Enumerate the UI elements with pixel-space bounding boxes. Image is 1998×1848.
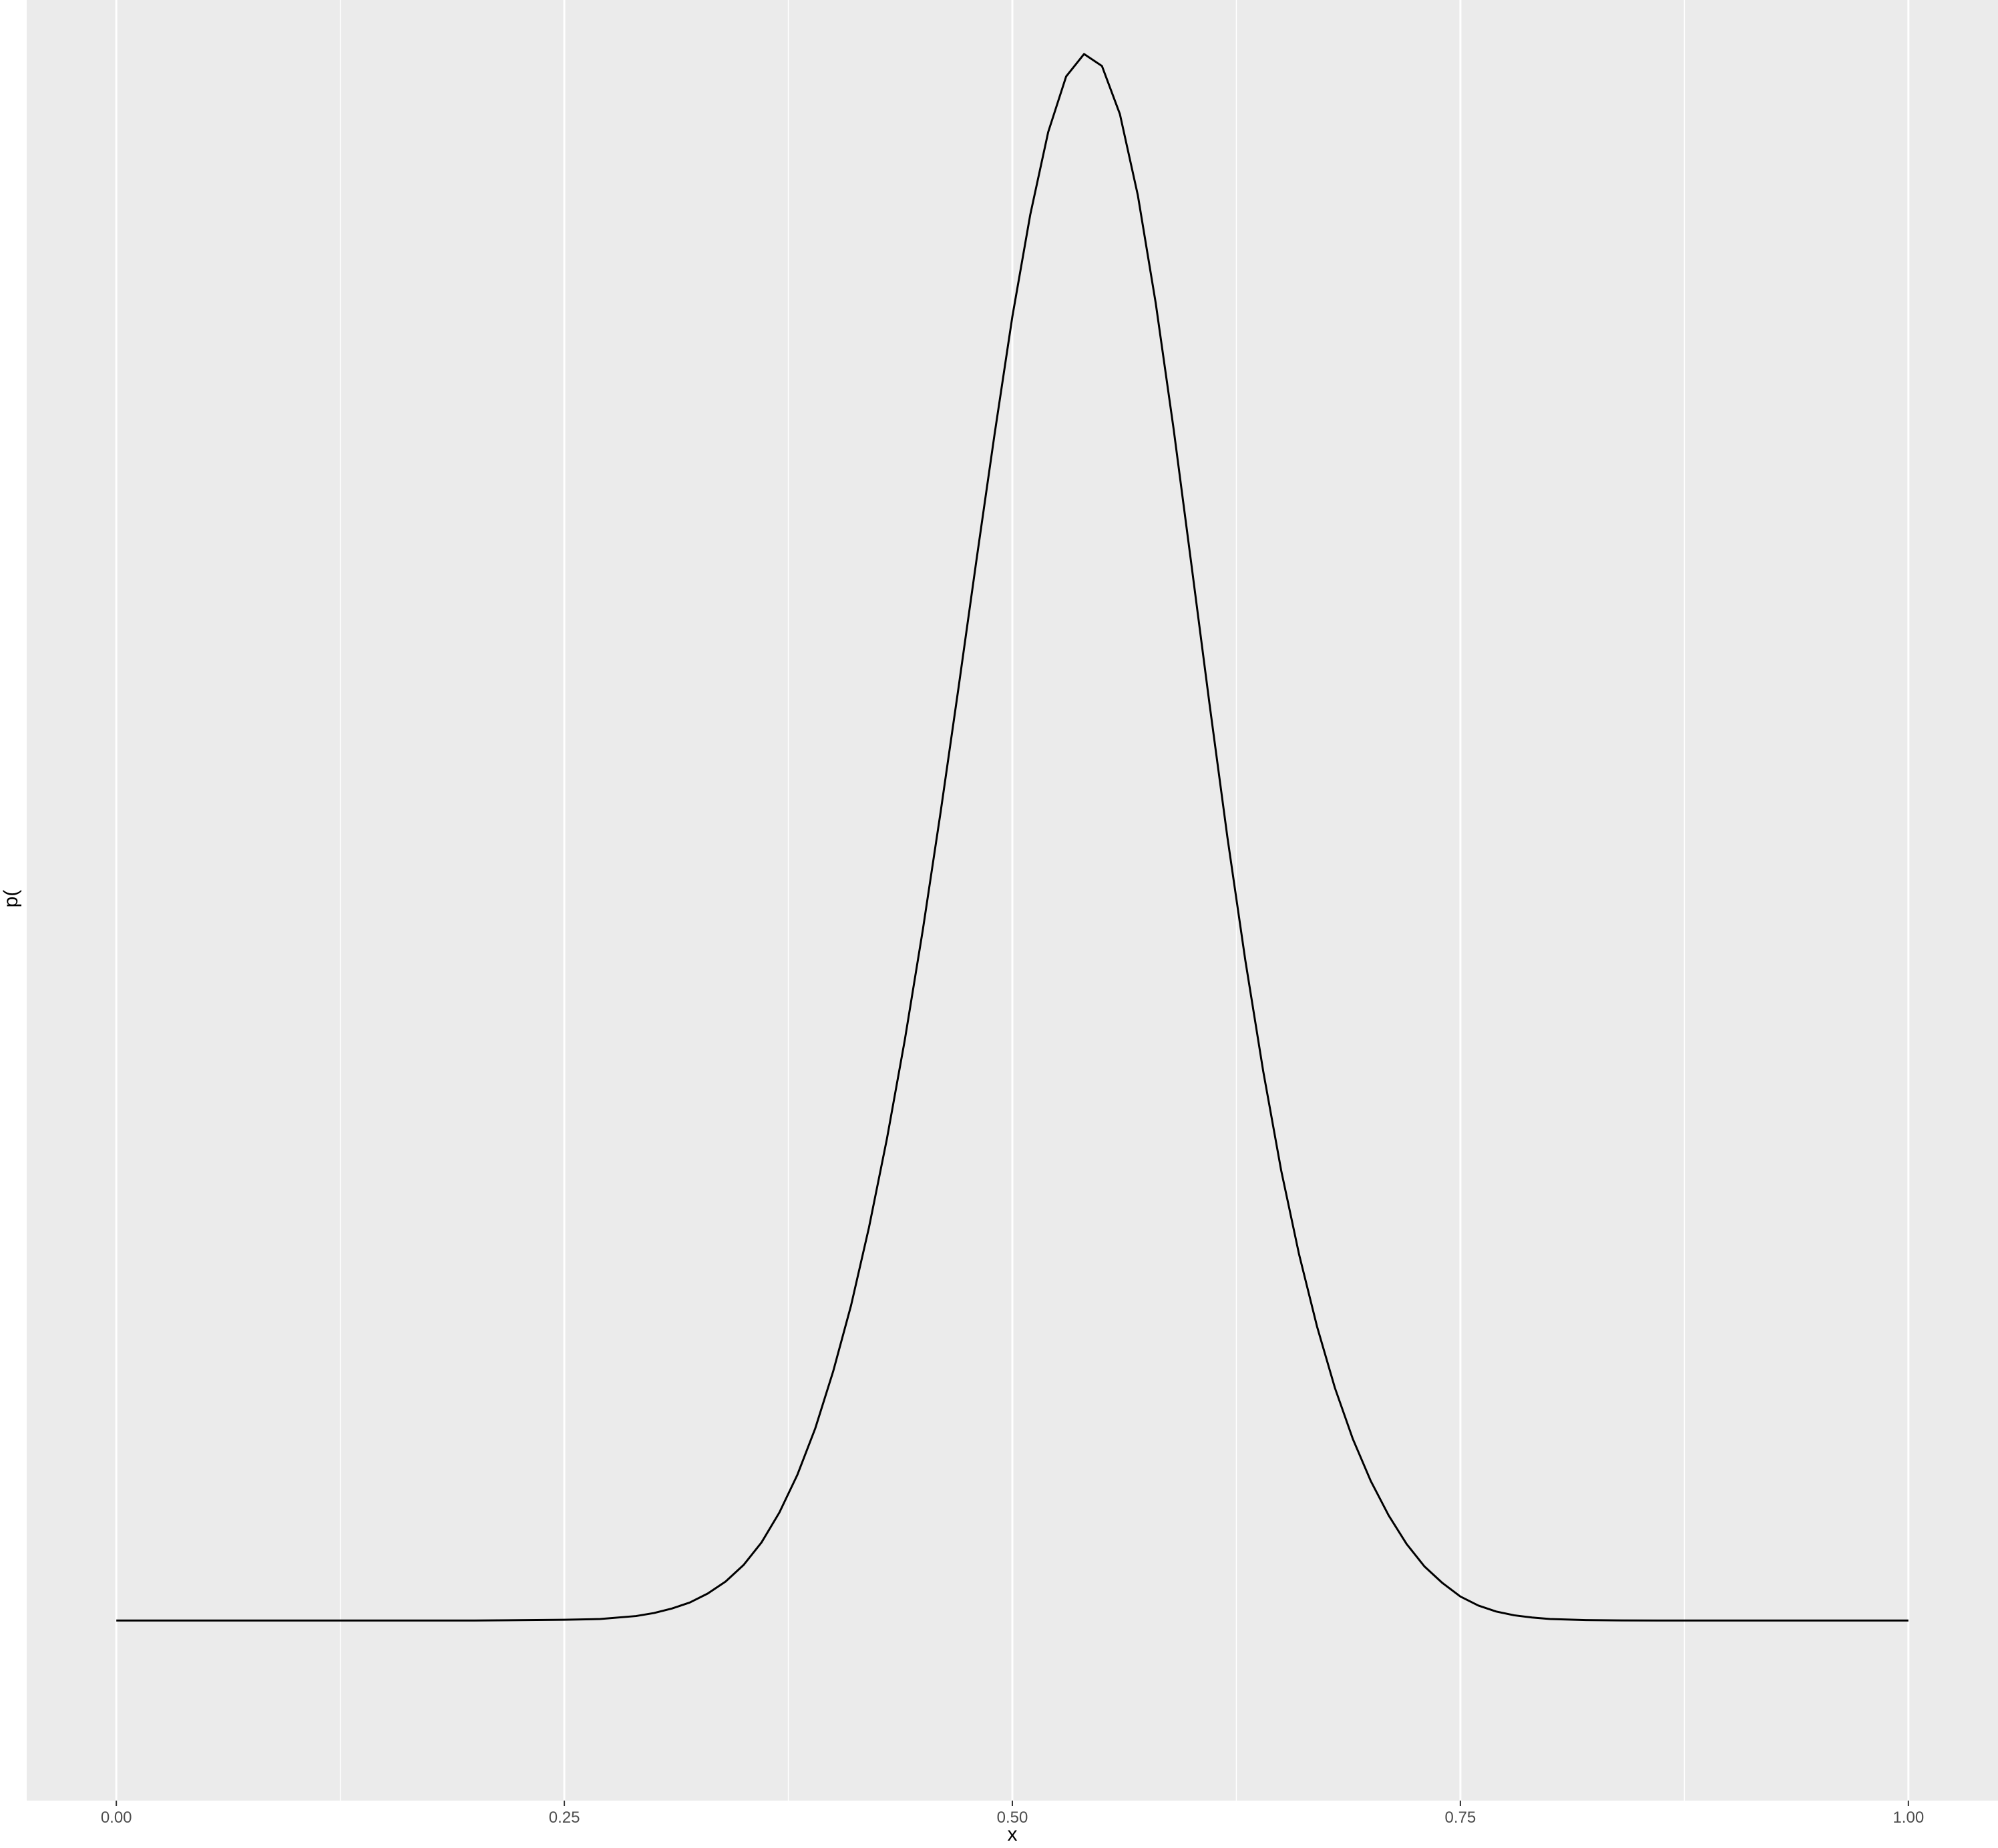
series-layer: [116, 53, 1909, 1622]
y-axis-title: p(: [0, 890, 22, 908]
x-tick-label: 0.50: [997, 1809, 1028, 1827]
x-axis-ticks: [116, 1801, 1909, 1806]
x-axis-tick-labels: 0.00 0.25 0.50 0.75 1.00: [101, 1809, 1924, 1827]
grid-major: [115, 0, 1910, 1801]
x-tick-label: 0.25: [549, 1809, 580, 1827]
x-tick-label: 0.75: [1445, 1809, 1476, 1827]
x-tick-label: 0.00: [101, 1809, 132, 1827]
series-line-density: [116, 53, 1909, 1622]
x-axis-title: x: [1008, 1823, 1018, 1845]
x-tick-label: 1.00: [1892, 1809, 1924, 1827]
